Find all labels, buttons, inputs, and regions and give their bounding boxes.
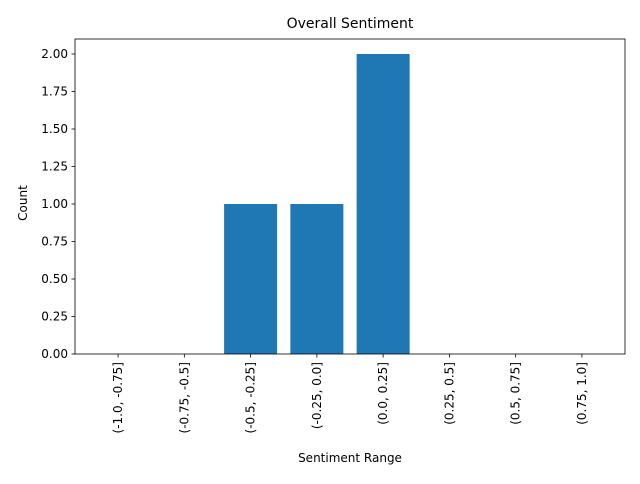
- y-tick-label: 0.25: [41, 310, 68, 324]
- y-tick-label: 1.25: [41, 160, 68, 174]
- x-tick-label: (0.5, 0.75]: [509, 362, 523, 425]
- axes-frame: [74, 38, 626, 355]
- x-tick-label: (0.75, 1.0]: [575, 362, 589, 425]
- x-tick-label: (-0.25, 0.0]: [310, 362, 324, 429]
- y-tick-label: 0.75: [41, 235, 68, 249]
- plot-area: 0.00 0.25 0.50 0.75 1.00 1.25 1.50 1.75 2.00 (-1.…: [41, 38, 626, 433]
- y-tick-label: 1.50: [41, 122, 68, 136]
- x-tick-label: (0.25, 0.5]: [442, 362, 456, 425]
- x-tick-label: (0.0, 0.25]: [376, 362, 390, 425]
- y-tick-label: 2.00: [41, 47, 68, 61]
- bar: [224, 204, 278, 354]
- bar: [290, 204, 344, 354]
- bar: [356, 54, 410, 354]
- chart-title: Overall Sentiment: [287, 16, 414, 32]
- x-tick-label: (-0.75, -0.5]: [177, 362, 191, 433]
- y-tick-label: 1.00: [41, 197, 68, 211]
- x-axis-label: Sentiment Range: [298, 451, 402, 465]
- x-tick-label: (-0.5, -0.25]: [244, 362, 258, 433]
- x-tick-label: (-1.0, -0.75]: [111, 362, 125, 433]
- y-tick-label: 0.50: [41, 272, 68, 286]
- y-tick-label: 0.00: [41, 347, 68, 361]
- y-tick-label: 1.75: [41, 85, 68, 99]
- y-axis-label: Count: [16, 185, 30, 221]
